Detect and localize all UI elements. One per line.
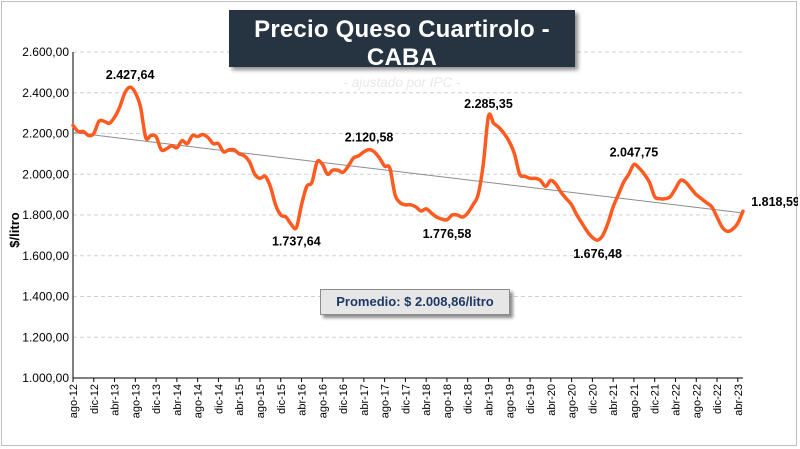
x-tick-label: abr-23 — [733, 384, 745, 416]
x-tick-label: abr-18 — [421, 384, 433, 416]
x-tick-label: abr-16 — [297, 384, 309, 416]
x-tick-label: ago-13 — [130, 384, 142, 418]
x-tick-label: dic-17 — [400, 384, 412, 414]
x-tick-label: ago-22 — [691, 384, 703, 418]
x-tick-label: abr-19 — [484, 384, 496, 416]
y-tick-label: 1.400,00 — [22, 290, 69, 304]
x-tick-label: ago-12 — [68, 384, 80, 418]
data-label: 2.120,58 — [345, 131, 394, 145]
chart-title: Precio Queso Cuartirolo - CABA — [254, 16, 550, 71]
x-tick-label: abr-21 — [608, 384, 620, 416]
data-label: 1.737,64 — [272, 235, 321, 249]
x-tick-label: dic-18 — [463, 384, 475, 414]
x-tick-label: dic-14 — [213, 384, 225, 414]
x-tick-label: dic-22 — [712, 384, 724, 414]
x-tick-label: dic-16 — [338, 384, 350, 414]
y-tick-label: 2.600,00 — [22, 45, 69, 59]
price-series-line — [71, 85, 745, 242]
x-tick-label: ago-18 — [442, 384, 454, 418]
x-tick-label: ago-16 — [317, 384, 329, 418]
y-axis-label: $/litro — [7, 212, 22, 247]
trend-line — [72, 131, 744, 214]
x-tick-label: dic-21 — [650, 384, 662, 414]
x-tick-label: ago-19 — [504, 384, 516, 418]
x-tick-label: dic-20 — [587, 384, 599, 414]
y-tick-label: 1.000,00 — [22, 371, 69, 385]
x-tick-label: dic-12 — [89, 384, 101, 414]
x-tick-label: ago-14 — [193, 384, 205, 418]
x-tick-label: dic-19 — [525, 384, 537, 414]
x-tick-label: abr-14 — [172, 384, 184, 416]
data-label: 1.818,59 — [751, 195, 798, 209]
y-tick-label: 1.800,00 — [22, 208, 69, 222]
data-label: 2.427,64 — [106, 68, 155, 82]
chart-subtitle: - ajustado por IPC - — [343, 75, 461, 90]
x-tick-label: dic-13 — [151, 384, 163, 414]
x-tick-label: ago-17 — [380, 384, 392, 418]
x-tick-label: ago-21 — [629, 384, 641, 418]
y-tick-label: 2.000,00 — [22, 167, 69, 181]
x-tick-label: abr-20 — [546, 384, 558, 416]
data-label: 1.776,58 — [423, 227, 472, 241]
x-tick-label: ago-20 — [567, 384, 579, 418]
y-tick-label: 1.200,00 — [22, 330, 69, 344]
data-label: 1.676,48 — [573, 247, 622, 261]
x-tick-label: ago-15 — [255, 384, 267, 418]
title-box: Precio Queso Cuartirolo - CABA - ajustad… — [229, 10, 575, 90]
y-tick-label: 1.600,00 — [22, 249, 69, 263]
data-label: 2.285,35 — [464, 97, 513, 111]
average-callout: Promedio: $ 2.008,86/litro — [320, 289, 510, 315]
x-tick-label: abr-15 — [234, 384, 246, 416]
x-tick-label: abr-22 — [670, 384, 682, 416]
y-tick-label: 2.200,00 — [22, 127, 69, 141]
x-tick-label: dic-15 — [276, 384, 288, 414]
y-tick-label: 2.400,00 — [22, 86, 69, 100]
x-tick-label: abr-13 — [110, 384, 122, 416]
x-tick-label: abr-17 — [359, 384, 371, 416]
data-label: 2.047,75 — [610, 146, 659, 160]
